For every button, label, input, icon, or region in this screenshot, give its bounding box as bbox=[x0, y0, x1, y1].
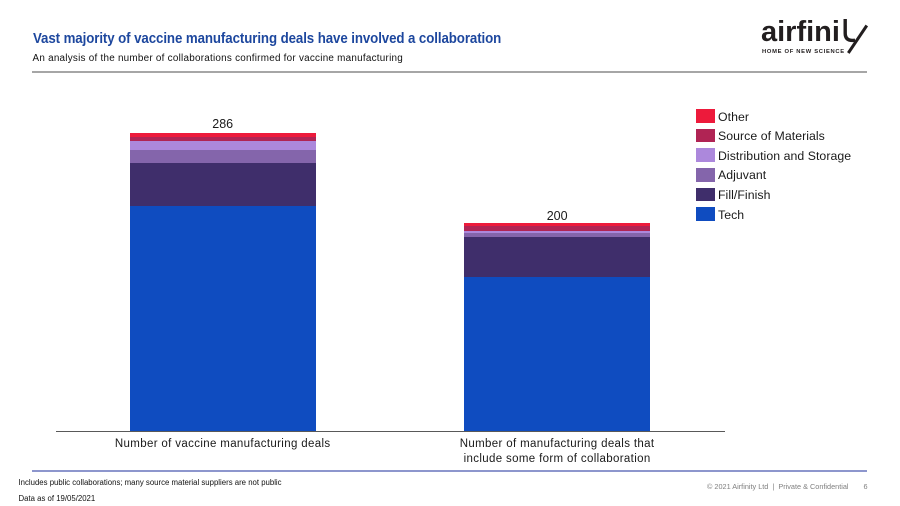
svg-text:airfini: airfini bbox=[761, 16, 840, 48]
svg-text:HOME OF NEW SCIENCE: HOME OF NEW SCIENCE bbox=[762, 49, 845, 55]
